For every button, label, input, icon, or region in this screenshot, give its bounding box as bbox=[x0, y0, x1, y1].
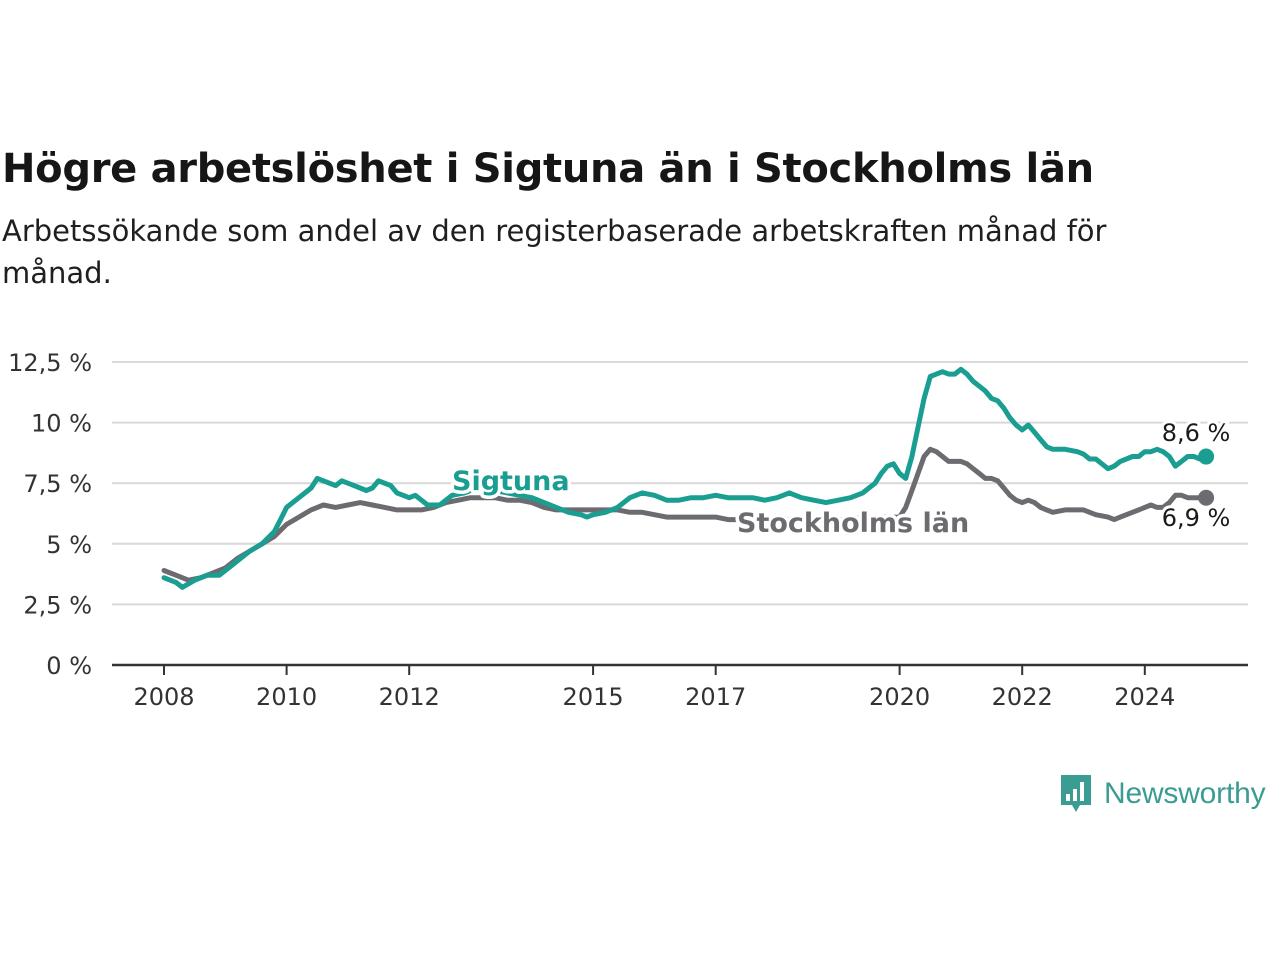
x-tick-label: 2020 bbox=[869, 683, 930, 711]
newsworthy-logo: Newsworthy bbox=[1058, 772, 1266, 816]
chart-subtitle: Arbetssökande som andel av den registerb… bbox=[2, 214, 1107, 290]
stockholms-lan-line bbox=[161, 446, 1209, 583]
line-chart: 0 %2,5 %5 %7,5 %10 %12,5 % 2008 2010 2012 2… bbox=[8, 349, 1248, 711]
stockholms-lan-series-label: Stockholms län bbox=[737, 508, 969, 539]
x-tick-label: 2017 bbox=[685, 683, 746, 711]
y-tick-label: 12,5 % bbox=[8, 349, 92, 377]
y-tick-label: 5 % bbox=[46, 531, 92, 559]
sigtuna-series-label: Sigtuna bbox=[452, 466, 570, 497]
bar-chart-speech-icon bbox=[1061, 775, 1091, 812]
x-tick-label: 2012 bbox=[379, 683, 440, 711]
x-tick-label: 2008 bbox=[133, 683, 194, 711]
grid-lines bbox=[112, 361, 1248, 667]
series-labels: Sigtuna Stockholms län 8,6 % 6,9 % bbox=[449, 416, 1234, 543]
y-tick-label: 0 % bbox=[46, 652, 92, 680]
sigtuna-end-value-label: 8,6 % bbox=[1162, 419, 1231, 447]
stockholms-lan-end-value-label: 6,9 % bbox=[1162, 504, 1231, 532]
y-tick-label: 2,5 % bbox=[23, 591, 92, 619]
x-axis-labels: 2008 2010 2012 2015 2017 2020 2022 2024 bbox=[133, 665, 1175, 711]
y-tick-label: 7,5 % bbox=[23, 470, 92, 498]
x-tick-label: 2024 bbox=[1114, 683, 1175, 711]
x-tick-label: 2015 bbox=[563, 683, 624, 711]
x-tick-label: 2010 bbox=[256, 683, 317, 711]
chart-title: Högre arbetslöshet i Sigtuna än i Stockh… bbox=[2, 146, 1094, 192]
stockholms-lan-end-point bbox=[1198, 489, 1215, 506]
y-axis-labels: 0 % 2,5 % 5 % 7,5 % 10 % 12,5 % bbox=[8, 349, 92, 680]
sigtuna-line bbox=[161, 366, 1209, 590]
x-tick-label: 2022 bbox=[992, 683, 1053, 711]
y-tick-label: 10 % bbox=[31, 410, 92, 438]
series-lines bbox=[161, 366, 1215, 590]
brand-name: Newsworthy bbox=[1104, 777, 1266, 810]
sigtuna-end-point bbox=[1198, 448, 1215, 465]
